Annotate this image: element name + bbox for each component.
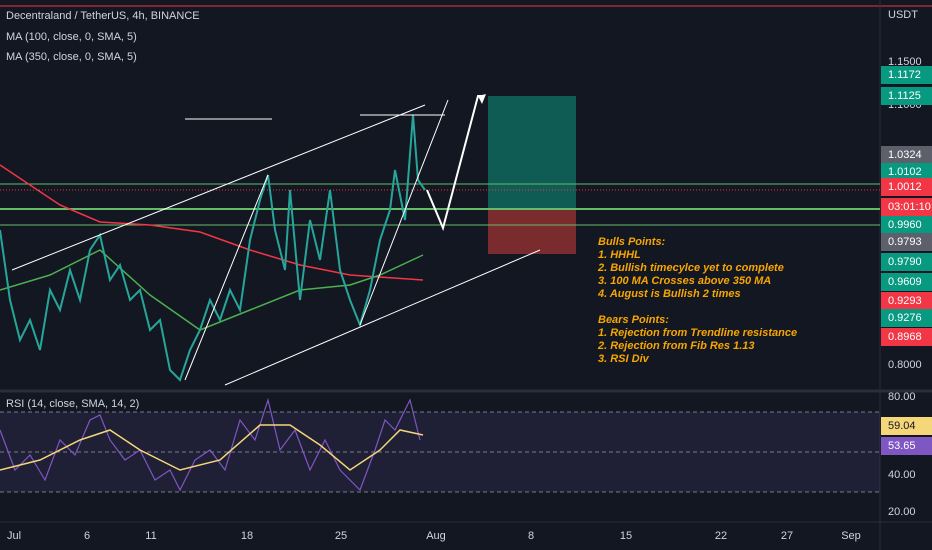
time-label: 25: [335, 530, 347, 542]
rsi-label: RSI (14, close, SMA, 14, 2): [6, 398, 139, 410]
indicator-label: MA (350, close, 0, SMA, 5): [6, 51, 137, 63]
ma-350: [0, 164, 424, 281]
price-badge: [881, 309, 932, 327]
price-badge-label: 1.0324: [888, 149, 922, 161]
time-label: Sep: [841, 530, 861, 542]
note-item: 3. 100 MA Crosses above 350 MA: [598, 275, 771, 287]
ma-100: [0, 249, 424, 331]
currency: USDT: [888, 9, 918, 21]
note-item: 3. RSI Div: [598, 353, 650, 365]
price-badge: [881, 87, 932, 105]
price-badge: [881, 273, 932, 291]
trendline: [359, 99, 449, 326]
time-label: 8: [528, 530, 534, 542]
note-item: 4. August is Bullish 2 times: [597, 288, 741, 300]
rsi-axis-label: 20.00: [888, 506, 916, 518]
time-label: Aug: [426, 530, 446, 542]
rsi-badge-label: 53.65: [888, 440, 916, 452]
price-badge: [881, 233, 932, 251]
time-label: Jul: [7, 530, 21, 542]
price-badge: [881, 198, 932, 216]
time-label: 18: [241, 530, 253, 542]
price-badge-label: 0.9790: [888, 256, 922, 268]
loss-zone: [488, 210, 576, 254]
price-badge-label: 03:01:10: [888, 201, 931, 213]
price-badge-label: 0.8968: [888, 331, 922, 343]
rsi-band: [0, 412, 880, 492]
price-badge-label: 0.9960: [888, 219, 922, 231]
price-badge: [881, 66, 932, 84]
price-badge-label: 0.9793: [888, 236, 922, 248]
time-label: 15: [620, 530, 632, 542]
rsi-ma: [0, 424, 424, 471]
rsi-axis-label: 40.00: [888, 469, 916, 481]
time-label: 27: [781, 530, 793, 542]
price-badge: [881, 216, 932, 234]
price-badge: [881, 253, 932, 271]
rsi-badge-label: 59.04: [888, 420, 916, 432]
trendline: [11, 104, 426, 271]
note-item: 1. Rejection from Trendline resistance: [598, 327, 797, 339]
note-title: Bulls Points:: [598, 236, 666, 248]
price-badge-label: 1.0102: [888, 166, 922, 178]
symbol-title: Decentraland / TetherUS, 4h, BINANCE: [6, 10, 200, 22]
price-badge-label: 0.9609: [888, 276, 922, 288]
indicator-label: MA (100, close, 0, SMA, 5): [6, 31, 137, 43]
rsi-line: [0, 397, 421, 492]
price-badge: [881, 163, 932, 181]
price-badge-label: 0.9276: [888, 312, 922, 324]
trendline: [184, 174, 269, 381]
time-label: 6: [84, 530, 90, 542]
profit-zone: [488, 96, 576, 210]
price-label: 1.1500: [888, 56, 922, 68]
rsi-badge: [881, 437, 932, 455]
price-badge-label: 1.1172: [888, 69, 921, 81]
note-item: 2. Bullish timecylce yet to complete: [597, 262, 784, 274]
note-item: 2. Rejection from Fib Res 1.13: [597, 340, 755, 352]
rsi-axis-label: 80.00: [888, 391, 916, 403]
price-badge: [881, 292, 932, 310]
time-label: 22: [715, 530, 727, 542]
price-badge: [881, 146, 932, 164]
price-badge-label: 1.0012: [888, 181, 922, 193]
note-item: 1. HHHL: [598, 249, 641, 261]
price-badge: [881, 178, 932, 196]
time-label: 11: [145, 530, 156, 542]
price-series: [0, 114, 426, 382]
price-badge-label: 0.9293: [888, 295, 922, 307]
trendline: [224, 249, 541, 386]
price-label: 0.8000: [888, 359, 922, 371]
rsi-badge: [881, 417, 932, 435]
note-title: Bears Points:: [598, 314, 669, 326]
arrow-head: [478, 94, 486, 104]
price-badge: [881, 328, 932, 346]
price-badge-label: 1.1125: [888, 90, 921, 102]
